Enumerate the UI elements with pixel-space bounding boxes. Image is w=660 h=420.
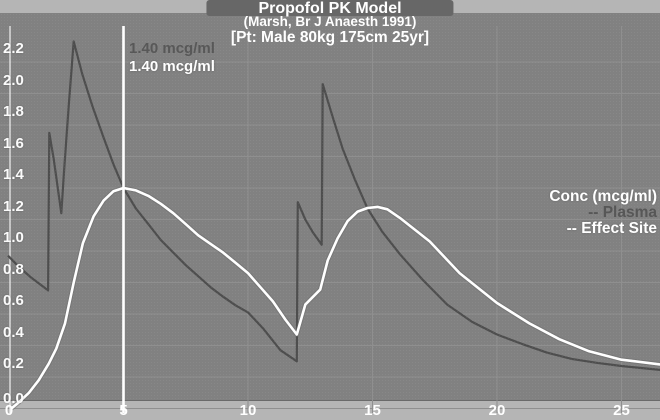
chart-title: Propofol PK Model <box>206 0 454 17</box>
x-tick-label: 5 <box>119 402 128 419</box>
plasma-series-line <box>7 40 660 371</box>
chart-canvas[interactable] <box>0 26 660 420</box>
x-tick-label: 10 <box>239 402 257 419</box>
x-tick-label: 20 <box>488 402 506 419</box>
chart-legend: Conc (mcg/ml) -- Plasma -- Effect Site <box>549 189 657 237</box>
y-tick-label: 1.8 <box>3 103 24 120</box>
y-tick-label: 1.0 <box>3 229 24 246</box>
x-tick-label: 0 <box>4 402 14 419</box>
y-tick-label: 2.2 <box>3 40 24 57</box>
x-axis-band <box>0 400 660 420</box>
y-tick-label: 1.4 <box>3 166 24 183</box>
y-tick-label: 1.6 <box>3 134 24 152</box>
legend-title: Conc (mcg/ml) <box>549 188 657 205</box>
y-tick-label: 0.4 <box>3 323 24 341</box>
x-tick-label: 15 <box>364 402 381 419</box>
patient-info-label: [Pt: Male 80kg 175cm 25yr] <box>230 29 430 46</box>
chart-subtitle: (Marsh, Br J Anaesth 1991) <box>243 14 417 29</box>
x-tick-label: 25 <box>613 402 630 419</box>
cursor-plasma-value-label: 1.40 mcg/ml <box>129 40 215 57</box>
legend-item-plasma: -- Plasma <box>588 204 657 221</box>
y-tick-label: 1.2 <box>3 197 24 215</box>
y-tick-label: 0.0 <box>3 390 24 407</box>
y-tick-label: 0.6 <box>3 292 24 309</box>
y-tick-label: 2.0 <box>3 71 24 89</box>
y-tick-label: 0.2 <box>3 355 24 372</box>
cursor-effect-value-label: 1.40 mcg/ml <box>129 58 215 75</box>
effect-site-series-line <box>10 186 660 410</box>
legend-item-effect-site: -- Effect Site <box>566 220 657 237</box>
y-tick-label: 0.8 <box>3 260 24 278</box>
chart-plot-area[interactable] <box>0 13 660 413</box>
